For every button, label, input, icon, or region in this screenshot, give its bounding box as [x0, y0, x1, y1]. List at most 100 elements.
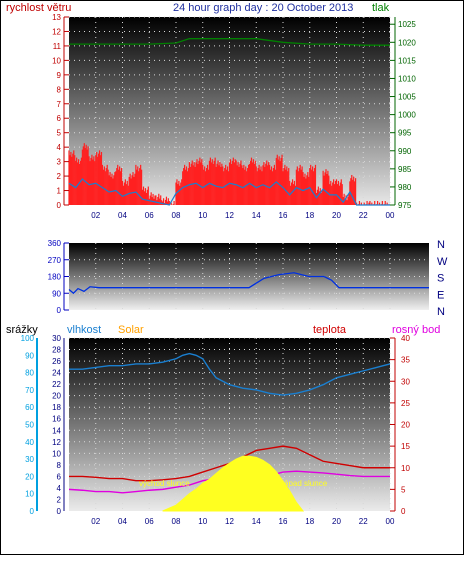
x-tick-label: 12	[225, 211, 234, 220]
y-left-tick-label: 10	[52, 56, 61, 65]
x-tick-label: 20	[332, 517, 341, 526]
x-tick-label: 16	[279, 211, 288, 220]
x-tick-label: 06	[145, 211, 154, 220]
y-left-tick-label: 12	[52, 27, 61, 36]
y-right-tick-label: 985	[398, 165, 412, 174]
humidity-tick-label: 26	[52, 357, 61, 366]
x-tick-label: 00	[386, 211, 395, 220]
x-tick-label: 10	[198, 517, 207, 526]
solar-area	[162, 455, 305, 512]
temperature-tick-label: 35	[401, 356, 410, 365]
y-right-tick-label: 995	[398, 129, 412, 138]
compass-label: N	[437, 239, 445, 251]
rain-tick-label: 30	[25, 455, 34, 464]
y-right-tick-label: 1005	[398, 93, 416, 102]
humidity-tick-label: 20	[52, 392, 61, 401]
pressure-line	[69, 38, 390, 46]
y-right-tick-label: 1000	[398, 111, 416, 120]
y-right-tick-label: 1015	[398, 56, 416, 65]
rain-tick-label: 90	[25, 351, 34, 360]
x-tick-label: 16	[279, 517, 288, 526]
direction-tick-label: 180	[48, 273, 62, 282]
x-tick-label: 04	[118, 211, 127, 220]
rain-tick-label: 80	[25, 369, 34, 378]
x-tick-label: 00	[386, 517, 395, 526]
direction-tick-label: 0	[57, 306, 62, 315]
y-left-tick-label: 2	[57, 172, 62, 181]
x-tick-label: 22	[359, 211, 368, 220]
x-tick-label: 14	[252, 211, 261, 220]
humidity-tick-label: 2	[57, 495, 62, 504]
x-tick-label: 18	[305, 211, 314, 220]
sunrise-annotation: východ slunce	[139, 479, 190, 488]
rain-tick-label: 100	[21, 334, 35, 343]
temperature-tick-label: 5	[401, 485, 406, 494]
x-tick-label: 08	[172, 517, 181, 526]
x-tick-label: 06	[145, 517, 154, 526]
y-left-tick-label: 11	[53, 42, 62, 51]
wind-direction-line	[68, 272, 429, 295]
humidity-tick-label: 30	[52, 334, 61, 343]
x-tick-label: 10	[198, 211, 207, 220]
rain-tick-label: 50	[25, 421, 34, 430]
temperature-axis-label: teplota	[313, 324, 347, 336]
rain-tick-label: 10	[25, 490, 34, 499]
rain-tick-label: 0	[30, 507, 35, 516]
x-tick-label: 20	[332, 211, 341, 220]
humidity-tick-label: 16	[52, 415, 61, 424]
y-right-tick-label: 1020	[398, 38, 416, 47]
y-left-tick-label: 1	[57, 187, 62, 196]
y-left-tick-label: 7	[57, 100, 62, 109]
rain-tick-label: 20	[25, 472, 34, 481]
y-left-tick-label: 3	[57, 158, 62, 167]
humidity-tick-label: 28	[52, 346, 61, 355]
humidity-tick-label: 14	[52, 426, 61, 435]
y-right-tick-label: 1010	[398, 74, 416, 83]
humidity-tick-label: 12	[52, 438, 61, 447]
temperature-tick-label: 10	[401, 464, 410, 473]
temperature-tick-label: 40	[401, 334, 410, 343]
x-tick-label: 04	[118, 517, 127, 526]
compass-label: W	[437, 256, 448, 268]
series-layer	[68, 38, 429, 512]
sunset-annotation: západ slunce	[280, 479, 328, 488]
wind-average-line	[68, 178, 390, 206]
dewpoint-axis-label: rosný bod	[392, 324, 440, 336]
y-right-tick-label: 1025	[398, 20, 416, 29]
solar-axis-label: Solar	[118, 324, 144, 336]
rain-tick-label: 40	[25, 438, 34, 447]
axis-labels: 02 04 06 08 10 12 14 16 18 20 22 000123456789101112…	[21, 13, 448, 526]
humidity-tick-label: 22	[52, 380, 61, 389]
y-left-tick-label: 13	[52, 13, 61, 22]
temperature-tick-label: 15	[401, 442, 410, 451]
temperature-tick-label: 30	[401, 377, 410, 386]
y-right-tick-label: 980	[398, 183, 412, 192]
x-tick-label: 18	[305, 517, 314, 526]
compass-label: E	[437, 289, 444, 301]
y-left-tick-label: 9	[57, 71, 62, 80]
page-title: 24 hour graph day : 20 October 2013	[173, 2, 353, 14]
direction-tick-label: 270	[48, 256, 62, 265]
direction-tick-label: 360	[48, 239, 62, 248]
x-tick-label: 14	[252, 517, 261, 526]
rain-tick-label: 60	[25, 403, 34, 412]
humidity-tick-label: 8	[57, 461, 62, 470]
humidity-tick-label: 4	[57, 484, 62, 493]
temperature-tick-label: 25	[401, 399, 410, 408]
humidity-line	[69, 352, 391, 396]
humidity-tick-label: 0	[57, 507, 62, 516]
x-tick-label: 02	[91, 211, 100, 220]
pressure-axis-label: tlak	[372, 2, 390, 14]
y-right-tick-label: 975	[398, 201, 412, 210]
y-left-tick-label: 4	[57, 143, 62, 152]
grid-lines	[69, 16, 429, 511]
wind-speed-axis-label: rychlost větru	[6, 2, 71, 14]
y-left-tick-label: 6	[57, 114, 62, 123]
y-right-tick-label: 990	[398, 147, 412, 156]
rain-axis-label: srážky	[6, 324, 38, 336]
humidity-axis-label: vlhkost	[67, 324, 101, 336]
direction-tick-label: 90	[52, 289, 61, 298]
humidity-tick-label: 6	[57, 472, 62, 481]
